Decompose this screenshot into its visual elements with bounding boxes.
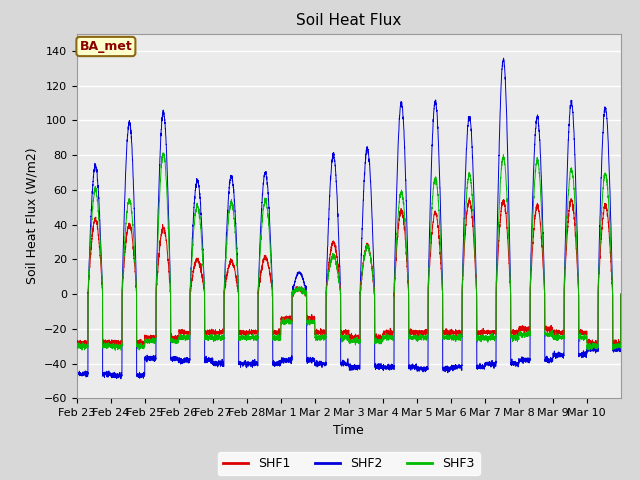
Line: SHF1: SHF1 [77,198,621,348]
Text: BA_met: BA_met [79,40,132,53]
Legend: SHF1, SHF2, SHF3: SHF1, SHF2, SHF3 [218,452,480,475]
SHF1 [465,195,473,201]
SHF1 [73,339,81,345]
Y-axis label: Soil Heat Flux (W/m2): Soil Heat Flux (W/m2) [25,148,38,284]
SHF1 [92,214,100,220]
SHF2 [390,362,397,368]
SHF2 [488,362,495,368]
SHF3 [92,185,100,191]
SHF1 [617,291,625,297]
SHF3 [159,150,166,156]
SHF1 [488,330,496,336]
SHF1 [102,345,110,350]
SHF1 [282,316,290,322]
SHF3 [617,291,625,297]
SHF2 [282,357,290,362]
Line: SHF3: SHF3 [77,153,621,350]
SHF2 [73,372,81,378]
SHF3 [488,336,496,341]
SHF2 [404,288,412,294]
SHF3 [117,348,125,353]
SHF3 [282,319,290,325]
SHF2 [329,153,337,159]
SHF2 [92,162,100,168]
SHF3 [390,333,398,339]
SHF1 [390,326,397,332]
SHF3 [405,336,413,342]
X-axis label: Time: Time [333,424,364,437]
Line: SHF2: SHF2 [77,58,621,379]
SHF1 [404,291,412,297]
SHF3 [329,251,337,256]
SHF2 [500,55,508,61]
SHF3 [73,342,81,348]
SHF2 [117,376,125,382]
SHF1 [329,239,337,244]
SHF2 [617,291,625,297]
Title: Soil Heat Flux: Soil Heat Flux [296,13,401,28]
